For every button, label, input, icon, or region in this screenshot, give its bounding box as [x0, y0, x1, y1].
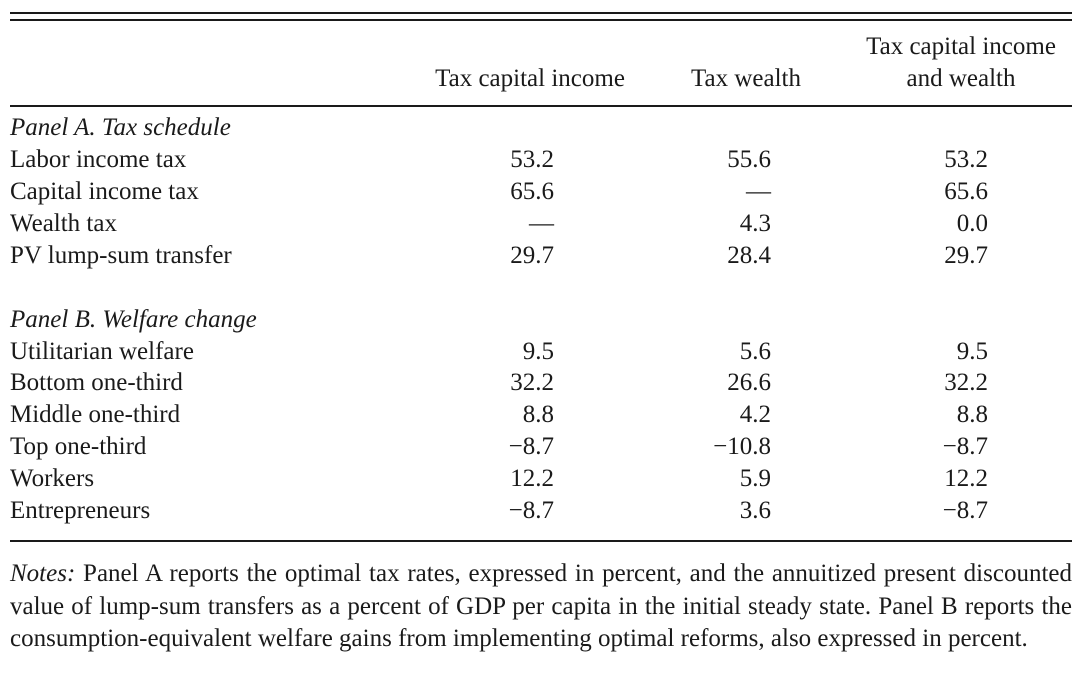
- table-cell: —: [529, 210, 554, 237]
- table-cell: −8.7: [508, 497, 554, 524]
- table-cell: −8.7: [942, 497, 988, 524]
- table-cell: 3.6: [739, 497, 771, 524]
- table-cell: 8.8: [956, 401, 988, 428]
- table-cell: —: [746, 178, 771, 205]
- table-cell: 5.6: [739, 338, 771, 365]
- col-header-wealth: Tax wealth: [690, 65, 801, 92]
- bottom-rule: [10, 540, 1072, 542]
- top-rule-2: [10, 19, 1072, 21]
- table-cell: 53.2: [944, 146, 988, 173]
- table-cell: 26.6: [727, 369, 771, 396]
- table-row-label: Middle one-third: [10, 401, 181, 428]
- table-cell: 5.9: [739, 465, 771, 492]
- table-cell: −10.8: [713, 433, 771, 460]
- table-notes: Notes: Panel A reports the optimal tax r…: [10, 558, 1072, 656]
- table-row-label: PV lump-sum transfer: [10, 242, 232, 269]
- top-rule-1: [10, 12, 1072, 14]
- table-cell: 28.4: [727, 242, 771, 269]
- col-header-capital-income-and-wealth: Tax capital income and wealth: [848, 31, 1074, 95]
- table-cell: 12.2: [510, 465, 554, 492]
- table-row-label: Utilitarian welfare: [10, 338, 194, 365]
- table-cell: 9.5: [522, 338, 554, 365]
- table-cell: 9.5: [956, 338, 988, 365]
- table-cell: 32.2: [510, 369, 554, 396]
- table-cell: 29.7: [510, 242, 554, 269]
- table-row-label: Wealth tax: [10, 210, 117, 237]
- table-row-label: Labor income tax: [10, 146, 187, 173]
- table-cell: 65.6: [510, 178, 554, 205]
- col-header-capital-income: Tax capital income: [435, 65, 625, 92]
- table-cell: 4.2: [739, 401, 771, 428]
- table-cell: 65.6: [944, 178, 988, 205]
- panel-a-title: Panel A. Tax schedule: [10, 114, 231, 141]
- table-cell: 8.8: [522, 401, 554, 428]
- table-cell: −8.7: [942, 433, 988, 460]
- table-cell: 0.0: [956, 210, 988, 237]
- notes-label: Notes:: [10, 560, 76, 587]
- table-row-label: Entrepreneurs: [10, 497, 151, 524]
- table-cell: 29.7: [944, 242, 988, 269]
- table-row-label: Top one-third: [10, 433, 147, 460]
- table-cell: 4.3: [739, 210, 771, 237]
- col-header-3-line1: Tax capital income: [866, 33, 1056, 60]
- table-row-label: Bottom one-third: [10, 369, 183, 396]
- table-row-label: Capital income tax: [10, 178, 199, 205]
- header-rule: [10, 105, 1072, 107]
- table-cell: −8.7: [508, 433, 554, 460]
- table-cell: 55.6: [727, 146, 771, 173]
- col-header-3-line2: and wealth: [906, 65, 1016, 92]
- table-cell: 53.2: [510, 146, 554, 173]
- table-row-label: Workers: [10, 465, 95, 492]
- notes-text: Panel A reports the optimal tax rates, e…: [10, 560, 1072, 652]
- panel-b-title: Panel B. Welfare change: [10, 306, 257, 333]
- table-cell: 32.2: [944, 369, 988, 396]
- table-cell: 12.2: [944, 465, 988, 492]
